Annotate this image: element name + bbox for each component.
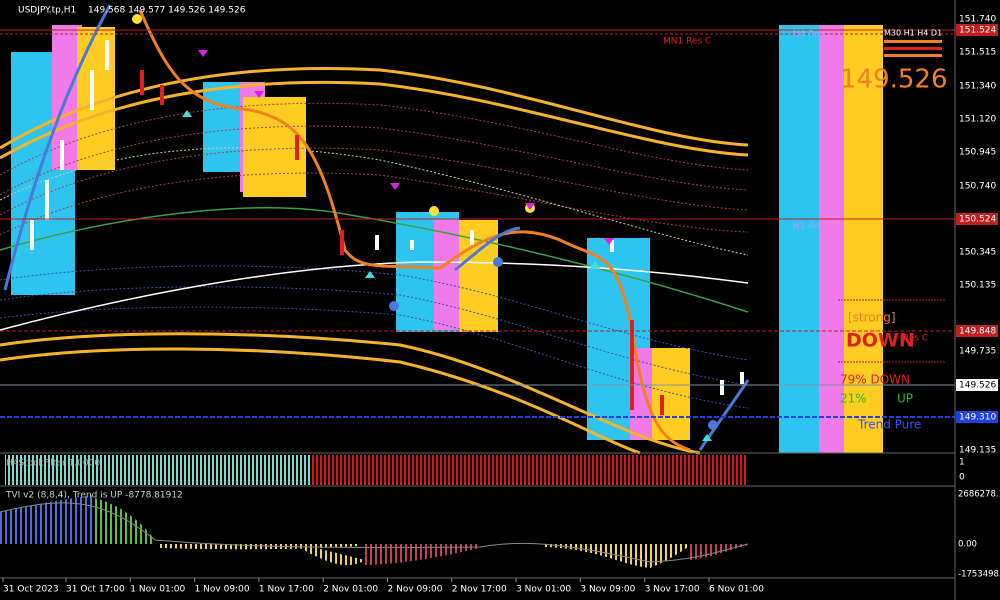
blue-ma [3,4,750,451]
white-ma [0,261,749,331]
tvi-bars [365,544,480,565]
band [0,80,749,160]
tvi-axis-label: 0.00 [958,540,977,550]
tvi-bars [95,498,155,544]
band [0,265,749,361]
tvi-axis-label: 2686278.1 [958,490,1000,500]
ohlc: 149.568 149.577 149.526 149.526 [88,6,246,16]
level-label: Res C [903,334,928,344]
zone [779,25,819,453]
price-label: 149.526 [959,381,996,391]
down-percent: 79% DOWN [840,373,910,387]
signal-dot [493,257,503,267]
band [0,147,749,216]
time-label: 2 Nov 01:00 [323,585,378,595]
band [0,332,701,455]
time-label: 3 Nov 17:00 [645,585,700,595]
band [0,102,749,176]
time-label: 2 Nov 09:00 [388,585,443,595]
filter-bars [312,455,748,485]
price-tag [956,325,998,337]
price-label: 151.340 [959,82,996,92]
price-tag [956,24,998,36]
filter-axis-label: 0 [959,473,965,483]
price-label: 150.345 [959,248,996,258]
price-label: 150.524 [959,215,996,225]
time-label: 3 Nov 09:00 [580,585,635,595]
main-chart: USDJPY.tp,H1 149.568 149.577 149.526 149… [0,4,955,455]
price-label: 149.735 [959,347,996,357]
price-label: 149.135 [959,446,996,456]
price-label: 151.515 [959,48,996,58]
tf-bars [884,40,942,57]
price-label: 149.848 [959,327,996,337]
price-tag [956,379,998,391]
time-label: 31 Oct 17:00 [66,585,125,595]
filter-bars [5,455,312,485]
zone [819,25,844,453]
signal-dot [389,301,399,311]
signal-dot [132,14,142,24]
price-tag [956,411,998,423]
level-label: H1 Res [793,222,825,232]
down-arrows [198,50,614,245]
price-label: 151.120 [959,115,996,125]
band [0,347,641,455]
signal-dot [708,420,718,430]
tvi-axis-label: -1753498. [958,570,1000,580]
candles [30,40,744,415]
level-label: MN1 Res C [663,37,711,47]
tvi-line [0,502,749,563]
price-label: 151.524 [959,26,996,36]
price-label: 151.740 [959,15,996,25]
time-label: 1 Nov 17:00 [259,585,314,595]
trend-label: Trend Pure [857,418,921,432]
time-label: 31 Oct 2023 [3,585,59,595]
symbol: USDJPY.tp,H1 [18,6,76,16]
up-label: UP [897,392,913,406]
filter-panel: H4StockFilter 1.0000 [5,455,748,485]
up-arrows [182,110,712,441]
zone [434,220,459,330]
band [0,125,749,196]
tvi-panel: TVI v2 (8,8,4), Trend is UP -8778.81912 [0,491,749,568]
tvi-title: TVI v2 (8,8,4), Trend is UP -8778.81912 [5,491,183,501]
time-label: 1 Nov 01:00 [130,585,185,595]
timeframes: M30 H1 H4 D1 [884,29,942,38]
filter-axis-label: 1 [959,458,965,468]
tvi-bars [160,544,365,566]
band [0,147,749,256]
big-price: 149.526 [840,65,948,95]
level-label: H4 Res [793,30,825,40]
direction: DOWN [846,330,915,352]
time-label: 6 Nov 01:00 [709,585,764,595]
price-label: 150.740 [959,182,996,192]
signal-dot [429,206,439,216]
zone [844,25,883,453]
up-percent: 21% [840,392,867,406]
band [0,172,749,236]
price-label: 149.310 [959,413,996,423]
band [0,66,749,150]
price-label: 150.135 [959,281,996,291]
time-label: 1 Nov 09:00 [195,585,250,595]
green-ma [0,207,749,313]
strength: [strong] [848,311,896,325]
time-label: 3 Nov 01:00 [516,585,571,595]
time-label: 2 Nov 17:00 [452,585,507,595]
price-tag [956,213,998,225]
filter-title: H4StockFilter 1.0000 [6,459,100,469]
price-label: 150.945 [959,148,996,158]
